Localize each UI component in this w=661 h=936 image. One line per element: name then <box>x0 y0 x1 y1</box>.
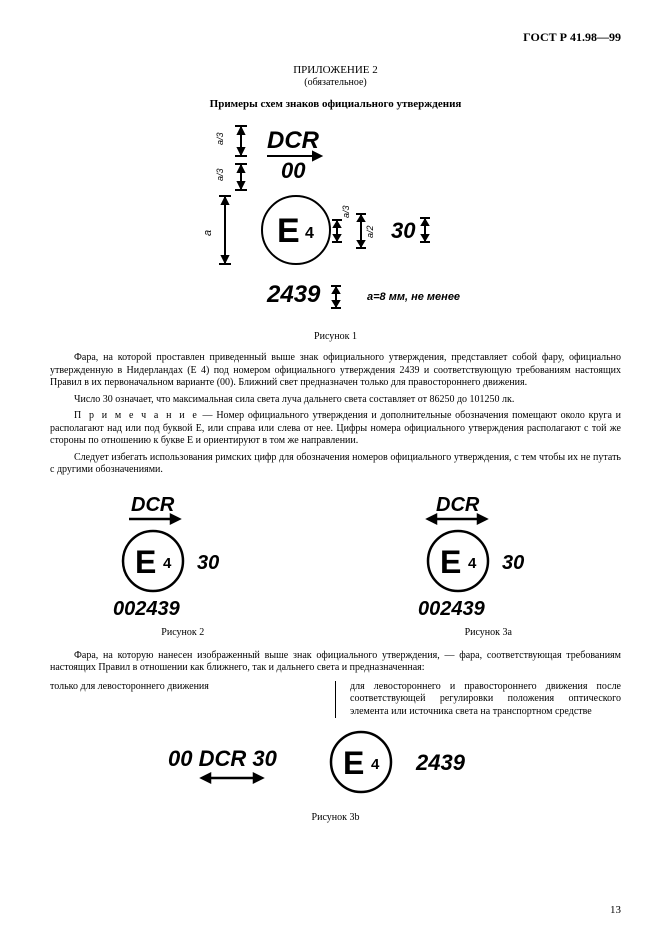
dim-a: a <box>202 230 214 236</box>
para-5: Фара, на которую нанесен изображенный вы… <box>50 650 621 675</box>
dim-a3-r: a/3 <box>341 206 351 219</box>
left-column-text: только для левостороннего движения <box>50 681 321 719</box>
fig1-intensity: 30 <box>391 218 416 243</box>
annex-title: ПРИЛОЖЕНИЕ 2 <box>50 63 621 77</box>
dim-a3-mid: a/3 <box>215 169 225 182</box>
page-number: 13 <box>610 904 621 916</box>
fig2-intensity: 30 <box>197 552 219 574</box>
dim-a2: a/2 <box>365 226 375 239</box>
figure-2: DCR E 4 30 002439 <box>93 491 273 621</box>
para-4: Следует избегать использования римских ц… <box>50 452 621 477</box>
fig3a-caption: Рисунок 3a <box>465 627 512 638</box>
fig1-series: 00 <box>281 158 306 183</box>
fig3a-intensity: 30 <box>502 552 524 574</box>
figure-3a: DCR E 4 30 002439 <box>398 491 578 621</box>
fig1-dcr: DCR <box>267 127 320 154</box>
para-1: Фара, на которой проставлен приведенный … <box>50 352 621 390</box>
note-label: П р и м е ч а н и е <box>74 410 199 421</box>
fig3b-caption: Рисунок 3b <box>50 812 621 823</box>
fig3a-dcr: DCR <box>436 494 480 516</box>
fig2-dcr: DCR <box>131 494 175 516</box>
para-3: П р и м е ч а н и е — Номер официального… <box>50 410 621 448</box>
fig2-country: 4 <box>163 555 172 572</box>
fig2-e: E <box>135 544 156 580</box>
fig3b-left: 00 DCR 30 <box>168 746 278 771</box>
para-2: Число 30 означает, что максимальная сила… <box>50 394 621 407</box>
fig3a-country: 4 <box>468 555 477 572</box>
fig2-caption: Рисунок 2 <box>161 627 204 638</box>
fig2-approval: 002439 <box>113 598 181 620</box>
fig3b-approval: 2439 <box>415 750 466 775</box>
fig1-caption: Рисунок 1 <box>50 331 621 342</box>
section-title: Примеры схем знаков официального утвержд… <box>50 98 621 110</box>
fig1-note: a=8 мм, не менее <box>367 291 460 303</box>
doc-number: ГОСТ Р 41.98—99 <box>50 30 621 45</box>
figure-3b: 00 DCR 30 E 4 2439 <box>156 726 516 806</box>
dim-a3-top: a/3 <box>215 133 225 146</box>
figure-1: a/3 DCR 00 a/3 E 4 <box>181 120 491 325</box>
fig3a-approval: 002439 <box>418 598 486 620</box>
fig1-approval: 2439 <box>266 281 321 308</box>
fig3b-e: E <box>343 745 364 781</box>
column-divider <box>335 681 336 719</box>
fig3a-e: E <box>440 544 461 580</box>
annex-caption: (обязательное) <box>50 77 621 88</box>
fig3b-country: 4 <box>371 756 380 773</box>
fig1-e: E <box>277 212 300 250</box>
fig1-country: 4 <box>305 225 314 242</box>
right-column-text: для левостороннего и правостороннего дви… <box>350 681 621 719</box>
